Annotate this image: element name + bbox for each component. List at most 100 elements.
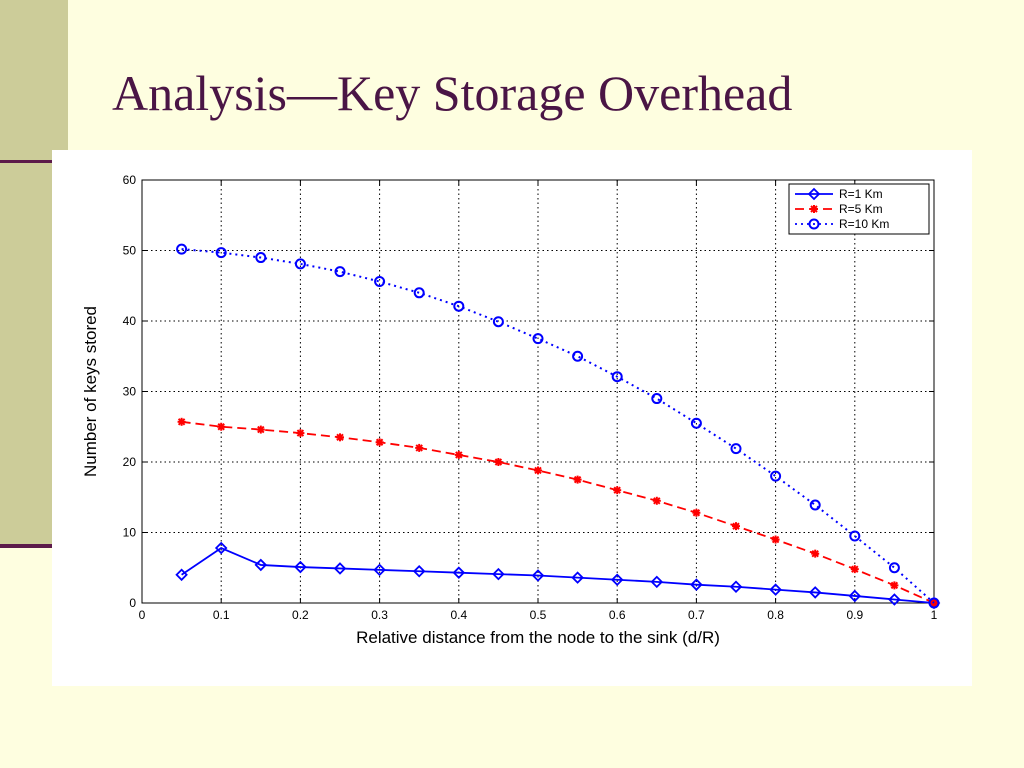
marker-stroke (810, 205, 818, 213)
data-point (692, 508, 701, 517)
data-point (215, 247, 227, 259)
data-point (729, 580, 743, 594)
y-tick-label: 40 (123, 314, 137, 328)
line-chart: 0 0.1 0.2 0.3 0.4 0.5 0.6 0.7 0.8 0.9 101020304050… (81, 173, 941, 647)
series-layer (175, 243, 941, 610)
data-point (848, 589, 862, 603)
series-1 (177, 417, 938, 607)
series-2 (176, 243, 940, 609)
data-point (611, 371, 623, 383)
marker-stroke (415, 444, 423, 452)
data-point (770, 470, 782, 482)
marker-stroke (217, 423, 225, 431)
data-point (256, 425, 265, 434)
y-tick-label: 50 (123, 244, 137, 258)
x-tick-label: 0.3 (371, 608, 388, 622)
data-point (849, 530, 861, 542)
x-axis-label: Relative distance from the node to the s… (356, 628, 720, 647)
data-point (730, 443, 742, 455)
marker-stroke (653, 497, 661, 505)
axes-layer: 0 0.1 0.2 0.3 0.4 0.5 0.6 0.7 0.8 0.9 101020304050… (81, 173, 938, 647)
series-line (181, 248, 935, 604)
marker-stroke (455, 451, 463, 459)
x-tick-label: 0.2 (292, 608, 309, 622)
data-point (888, 593, 901, 606)
y-axis-label: Number of keys stored (81, 306, 100, 477)
data-point (531, 569, 545, 582)
data-point (494, 458, 503, 466)
series-line (181, 546, 935, 604)
data-point (571, 571, 584, 584)
data-point (809, 499, 821, 511)
marker-stroke (851, 565, 859, 573)
data-point (650, 575, 664, 589)
data-point (294, 258, 306, 270)
data-point (613, 486, 622, 495)
data-point (534, 466, 542, 475)
data-point (771, 535, 780, 544)
x-tick-label: 0.6 (609, 608, 626, 622)
data-point (890, 581, 899, 590)
data-point (572, 350, 584, 362)
data-point (492, 567, 505, 581)
legend-entry: R=10 Km (839, 217, 889, 231)
y-tick-label: 60 (123, 173, 137, 187)
grid-layer (142, 180, 934, 603)
data-point (177, 417, 186, 426)
data-point (374, 276, 386, 288)
marker-stroke (375, 438, 384, 446)
marker-stroke (296, 429, 305, 437)
data-point (651, 393, 663, 405)
y-tick-label: 30 (123, 385, 137, 399)
data-point (453, 300, 465, 312)
data-point (175, 568, 188, 582)
data-point (732, 522, 740, 531)
series-line (181, 420, 935, 604)
data-point (413, 287, 425, 299)
slide-title: Analysis—Key Storage Overhead (112, 65, 793, 121)
data-point (928, 597, 940, 609)
x-tick-label: 1 (931, 608, 938, 622)
x-tick-label: 0.9 (846, 608, 863, 622)
marker-stroke (257, 425, 265, 434)
data-point (652, 496, 661, 505)
data-point (373, 563, 386, 577)
marker-stroke (771, 535, 780, 544)
marker-stroke (692, 509, 701, 517)
data-point (454, 450, 463, 459)
data-point (610, 573, 624, 587)
y-tick-label: 0 (129, 596, 136, 610)
legend-entry: R=5 Km (839, 202, 883, 216)
chart-figure: 0 0.1 0.2 0.3 0.4 0.5 0.6 0.7 0.8 0.9 1 0 10 20 30 40 50… (52, 150, 972, 686)
data-point (176, 243, 188, 255)
data-point (808, 586, 822, 599)
data-point (334, 266, 346, 278)
data-point (452, 566, 466, 579)
marker-stroke (336, 433, 344, 442)
data-point (336, 433, 344, 442)
legend: R=1 KmR=5 KmR=10 Km (788, 183, 930, 235)
legend-entry: R=1 Km (839, 187, 883, 201)
data-point (294, 560, 307, 574)
data-point (532, 333, 544, 345)
y-tick-label: 10 (123, 526, 137, 540)
data-point (254, 558, 268, 572)
data-point (492, 316, 504, 328)
marker-stroke (890, 581, 899, 590)
data-point (296, 429, 305, 438)
marker-stroke (613, 486, 621, 494)
marker-stroke (494, 458, 503, 466)
data-point (811, 549, 820, 558)
x-tick-label: 0.1 (213, 608, 230, 622)
x-tick-label: 0.8 (767, 608, 784, 622)
data-point (690, 578, 703, 591)
data-point (214, 541, 228, 555)
accent-rule-bottom (0, 544, 60, 548)
x-tick-label: 0 (139, 608, 146, 622)
data-point (690, 417, 702, 429)
data-point (217, 422, 226, 431)
legend-swatch-marker (808, 218, 820, 230)
marker-stroke (573, 475, 582, 484)
accent-rule-top (0, 160, 60, 163)
data-point (375, 438, 384, 447)
